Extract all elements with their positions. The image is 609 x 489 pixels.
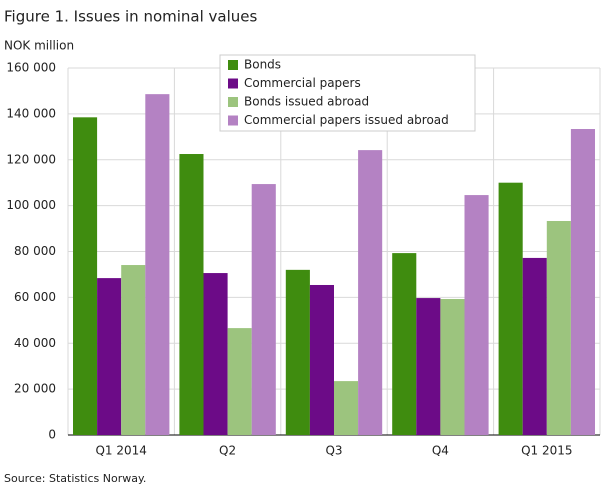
legend-label: Bonds issued abroad <box>244 95 369 109</box>
x-tick-label: Q4 <box>432 444 449 458</box>
bar <box>522 257 547 435</box>
x-tick-label: Q3 <box>325 444 342 458</box>
legend-swatch <box>228 78 238 89</box>
bar <box>73 117 98 436</box>
y-tick-label: 140 000 <box>6 106 56 120</box>
legend-swatch <box>228 60 238 70</box>
bar <box>203 273 228 435</box>
x-tick-label: Q1 2015 <box>521 444 572 458</box>
y-tick-label: 160 000 <box>6 61 56 75</box>
bar <box>227 328 252 435</box>
bar <box>309 284 334 435</box>
bar <box>251 184 276 435</box>
y-tick-label: 40 000 <box>14 336 56 350</box>
legend-label: Bonds <box>244 58 281 72</box>
legend-label: Commercial papers <box>244 76 361 90</box>
bar <box>97 278 122 435</box>
bar <box>285 269 310 435</box>
y-tick-label: 60 000 <box>14 290 56 304</box>
bar <box>498 182 523 435</box>
bar <box>145 94 170 436</box>
y-tick-label: 20 000 <box>14 382 56 396</box>
y-tick-label: 0 <box>48 428 56 442</box>
chart-title: Figure 1. Issues in nominal values <box>4 8 258 26</box>
bar <box>440 298 465 435</box>
legend-swatch <box>228 97 238 107</box>
y-axis-label: NOK million <box>4 39 74 53</box>
legend-label: Commercial papers issued abroad <box>244 113 449 127</box>
bar <box>179 154 204 435</box>
bar <box>570 129 595 436</box>
x-tick-label: Q2 <box>219 444 236 458</box>
bar <box>464 195 489 435</box>
y-tick-label: 120 000 <box>6 152 56 166</box>
y-tick-label: 100 000 <box>6 198 56 212</box>
bar <box>392 253 417 435</box>
bar <box>358 150 383 435</box>
legend-box <box>219 54 476 132</box>
bar <box>546 220 571 435</box>
bar <box>121 265 146 435</box>
bar <box>334 381 359 435</box>
y-tick-label: 80 000 <box>14 244 56 258</box>
x-tick-label: Q1 2014 <box>95 444 146 458</box>
legend-swatch <box>228 115 238 126</box>
source: Source: Statistics Norway. <box>4 472 146 485</box>
bar <box>416 298 441 435</box>
